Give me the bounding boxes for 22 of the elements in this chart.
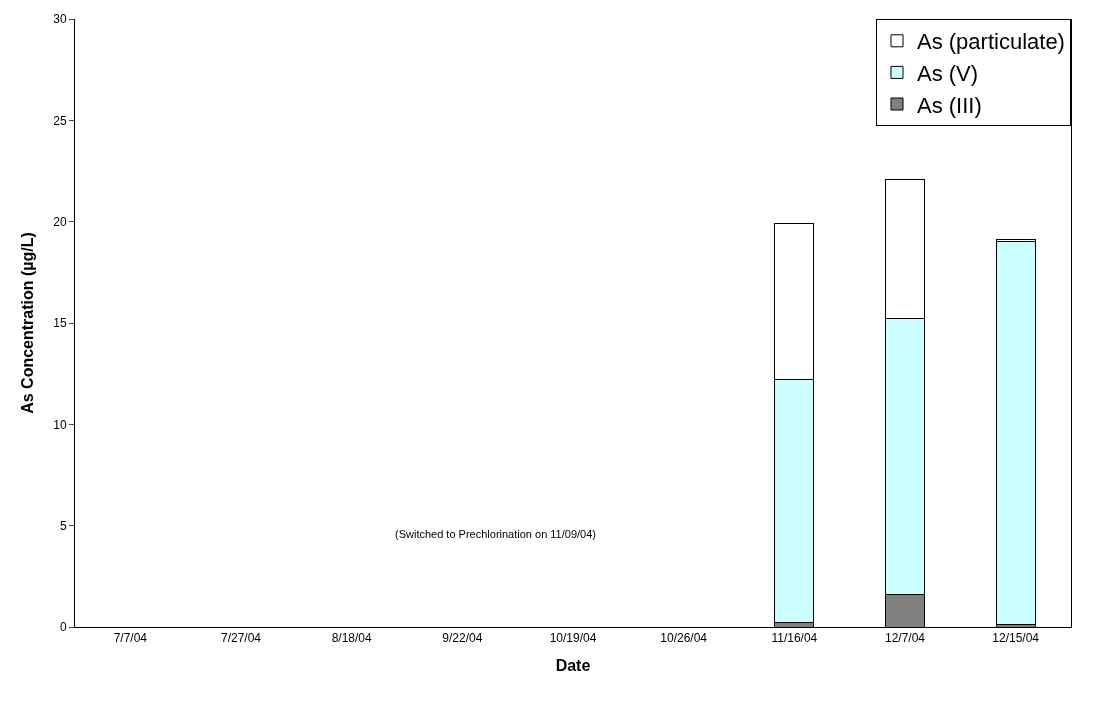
y-axis-title: As Concentration (µg/L) xyxy=(19,232,37,414)
legend-label: As (III) xyxy=(917,92,982,118)
legend-label: As (particulate) xyxy=(917,29,1065,55)
legend-label: As (V) xyxy=(917,60,979,86)
x-tick-label: 12/15/04 xyxy=(992,631,1040,646)
x-tick-label: 7/7/04 xyxy=(113,631,148,646)
y-tick-label: 20 xyxy=(53,214,67,229)
x-tick-label: 7/27/04 xyxy=(220,631,262,646)
y-tick-label: 15 xyxy=(53,316,67,331)
annotation: (Switched to Prechlorination on 11/09/04) xyxy=(395,528,596,540)
x-tick-label: 9/22/04 xyxy=(442,631,483,646)
x-tick-label: 11/16/04 xyxy=(771,631,818,646)
x-tick-label: 10/26/04 xyxy=(660,631,708,646)
y-tick-label: 30 xyxy=(53,12,67,27)
y-tick-label: 0 xyxy=(59,620,67,635)
y-tick-label: 10 xyxy=(53,417,67,432)
y-tick-label: 5 xyxy=(59,518,67,533)
y-tick-label: 25 xyxy=(53,113,67,128)
x-tick-label: 10/19/04 xyxy=(549,631,597,646)
x-tick-label: 12/7/04 xyxy=(884,631,926,646)
x-tick-label: 8/18/04 xyxy=(331,631,373,646)
x-axis-title: Date xyxy=(555,657,591,675)
